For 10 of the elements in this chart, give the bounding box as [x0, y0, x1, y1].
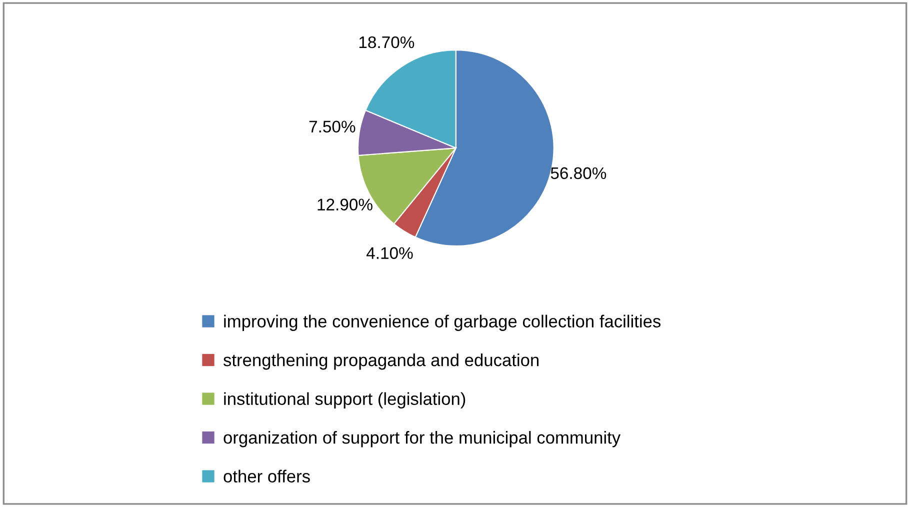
legend-label: strengthening propaganda and education — [223, 354, 538, 370]
legend-label: other offers — [224, 470, 310, 483]
data-label: 12.90% — [318, 198, 372, 210]
legend-label: organization of support for the municipal community — [224, 431, 621, 448]
legend-label: improving the convenience of garbage collection facilities — [224, 314, 661, 331]
data-label: 7.50% — [309, 120, 356, 133]
legend-label: institutional support (legislation) — [224, 392, 466, 408]
data-label: 4.10% — [366, 247, 413, 259]
data-label: 18.70% — [359, 36, 414, 48]
data-label: 56.80% — [550, 167, 606, 180]
